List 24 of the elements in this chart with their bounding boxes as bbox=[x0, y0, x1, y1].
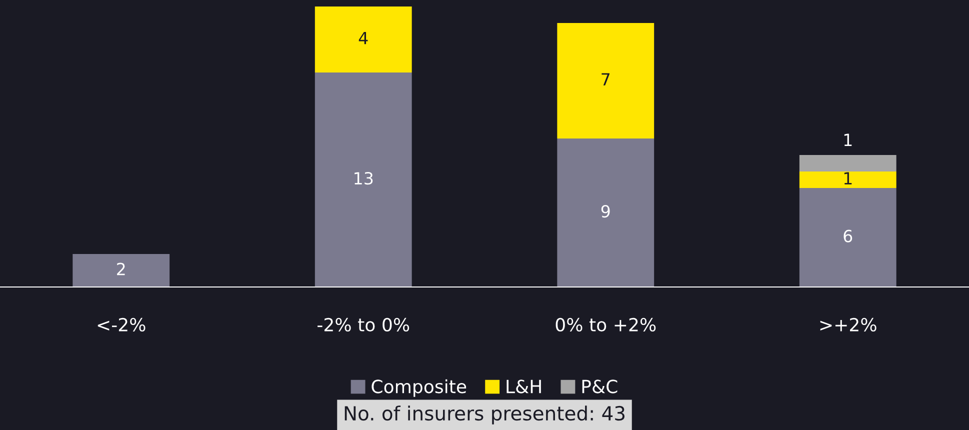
bar bbox=[799, 172, 896, 188]
data-label: 2 bbox=[117, 262, 125, 276]
legend-label: L&H bbox=[506, 380, 541, 394]
data-label: 13 bbox=[354, 172, 373, 185]
data-label: 1 bbox=[844, 172, 852, 184]
bar bbox=[314, 72, 412, 287]
data-label: 4 bbox=[358, 32, 368, 44]
data-label: 7 bbox=[602, 73, 610, 86]
text: No. of insurers presented: 43 bbox=[344, 406, 624, 424]
x-tick-label: >+2% bbox=[820, 318, 876, 332]
x-tick-label: <-2% bbox=[98, 318, 146, 332]
data-label: 6 bbox=[844, 230, 852, 242]
legend-label: Composite bbox=[372, 379, 466, 397]
x-tick-label: 0% to +2% bbox=[556, 318, 656, 332]
x-tick-label: -2% to 0% bbox=[318, 318, 410, 332]
bar bbox=[799, 155, 896, 172]
legend-label: P&C bbox=[582, 380, 618, 394]
bar bbox=[799, 188, 896, 287]
data-label: 1 bbox=[844, 134, 852, 146]
bar bbox=[557, 23, 654, 139]
data-label: 9 bbox=[601, 204, 610, 218]
bar bbox=[314, 6, 412, 73]
bar bbox=[72, 254, 170, 287]
bar bbox=[557, 138, 654, 287]
